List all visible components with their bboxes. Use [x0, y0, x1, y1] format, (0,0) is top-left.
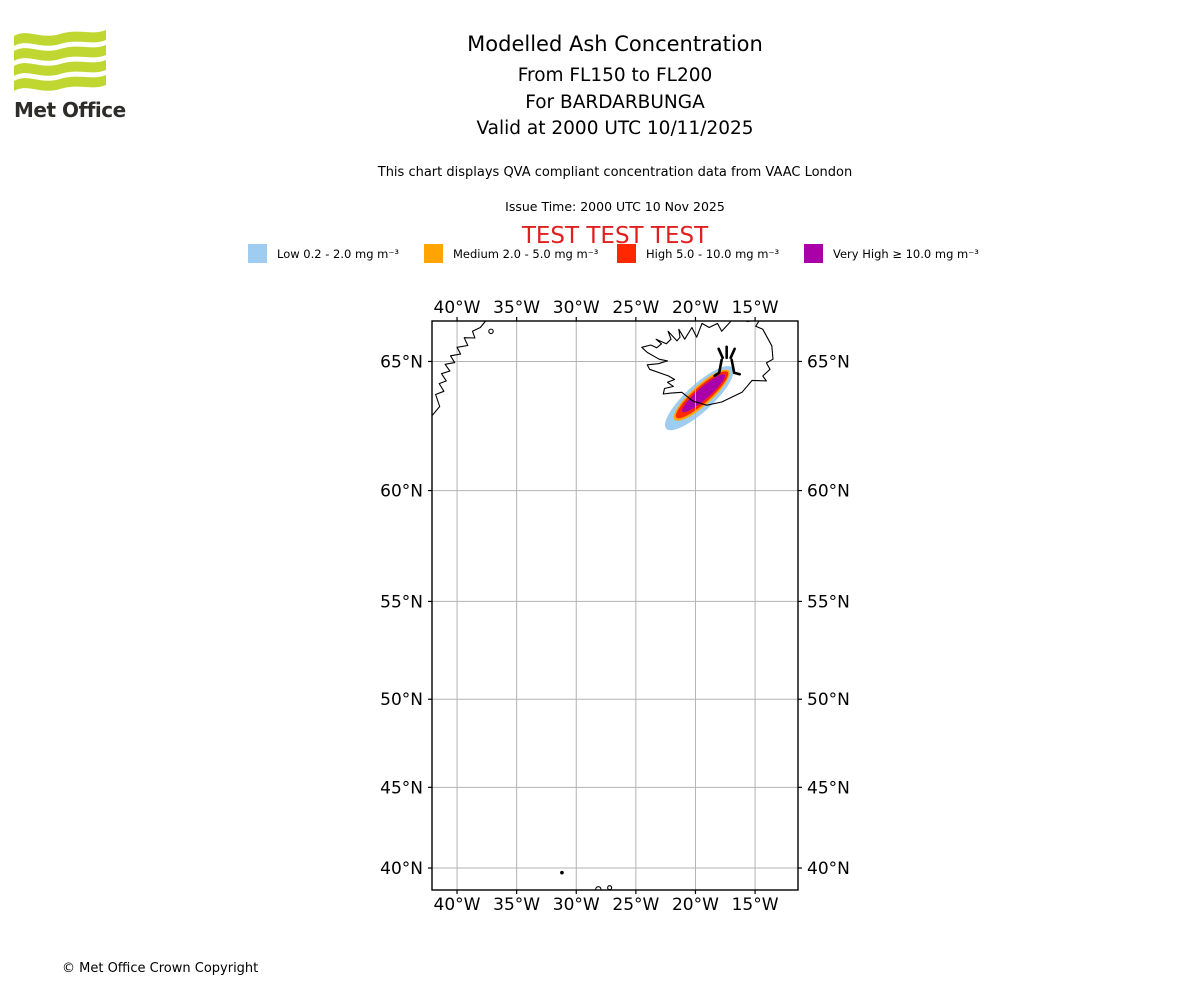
legend-swatch-high-icon — [617, 244, 636, 263]
x-axis-label-top: 25°W — [612, 298, 659, 318]
met-office-logo: Met Office — [14, 26, 134, 122]
y-axis-label-right: 60°N — [807, 482, 850, 502]
y-axis-label-right: 65°N — [807, 352, 850, 372]
y-axis-label-left: 40°N — [380, 859, 423, 879]
met-office-logo-text: Met Office — [14, 98, 126, 122]
issue-time: Issue Time: 2000 UTC 10 Nov 2025 — [505, 198, 725, 214]
subtitle-volcano: For BARDARBUNGA — [525, 91, 705, 113]
y-axis-label-right: 45°N — [807, 778, 850, 798]
chart-header: Modelled Ash Concentration From FL150 to… — [315, 0, 915, 249]
legend-label-high: High 5.0 - 10.0 mg m⁻³ — [646, 246, 780, 261]
azores-island — [595, 886, 602, 890]
x-axis-label-bottom: 20°W — [672, 895, 719, 915]
x-axis-label-bottom: 40°W — [434, 895, 481, 915]
y-axis-label-left: 45°N — [380, 778, 423, 798]
legend-swatch-very-high-icon — [804, 244, 823, 263]
subtitle-flight-levels: From FL150 to FL200 — [517, 65, 713, 86]
y-axis-label-left: 55°N — [380, 592, 423, 612]
x-axis-label-bottom: 25°W — [612, 895, 659, 915]
copyright-notice: © Met Office Crown Copyright — [62, 961, 259, 976]
iceland-coastline — [641, 321, 774, 406]
azores-island — [560, 870, 564, 875]
qva-description: This chart displays QVA compliant concen… — [377, 164, 853, 180]
y-axis-label-left: 65°N — [380, 352, 423, 372]
greenland-coastline — [432, 321, 487, 417]
legend-label-medium: Medium 2.0 - 5.0 mg m⁻³ — [453, 246, 599, 261]
y-axis-label-left: 50°N — [380, 690, 423, 710]
page-title: Modelled Ash Concentration — [467, 32, 763, 56]
y-axis-label-left: 60°N — [380, 482, 423, 502]
subtitle-valid-time: Valid at 2000 UTC 10/11/2025 — [476, 118, 754, 139]
coastline-layer — [432, 321, 774, 890]
x-axis-label-top: 20°W — [672, 298, 719, 318]
legend-swatch-low-icon — [248, 244, 267, 263]
x-axis-label-top: 30°W — [553, 298, 600, 318]
x-axis-label-bottom: 15°W — [732, 895, 779, 915]
legend-swatch-medium-icon — [424, 244, 443, 263]
x-axis-label-bottom: 35°W — [493, 895, 540, 915]
volcano-icon — [713, 345, 741, 378]
greenland-island — [488, 328, 494, 335]
graticule-layer — [432, 321, 798, 890]
legend-item-high: High 5.0 - 10.0 mg m⁻³ — [617, 244, 779, 263]
plume-layer — [665, 366, 734, 431]
y-axis-label-right: 55°N — [807, 592, 850, 612]
map-border — [431, 320, 799, 891]
subtitle-block: From FL150 to FL200 For BARDARBUNGA Vali… — [315, 63, 915, 143]
y-axis-label-right: 40°N — [807, 859, 850, 879]
legend-item-medium: Medium 2.0 - 5.0 mg m⁻³ — [424, 244, 598, 263]
x-axis-label-top: 40°W — [434, 298, 481, 318]
test-banner: TEST TEST TEST — [521, 222, 709, 249]
x-axis-label-top: 15°W — [732, 298, 779, 318]
legend-label-very-high: Very High ≥ 10.0 mg m⁻³ — [833, 246, 979, 261]
x-axis-label-top: 35°W — [493, 298, 540, 318]
legend-label-low: Low 0.2 - 2.0 mg m⁻³ — [277, 246, 400, 261]
y-axis-label-right: 50°N — [807, 690, 850, 710]
plume-band-very-high — [682, 374, 726, 413]
met-office-waves-icon — [14, 30, 106, 91]
legend-item-very-high: Very High ≥ 10.0 mg m⁻³ — [804, 244, 979, 263]
azores-island — [607, 885, 613, 890]
legend-item-low: Low 0.2 - 2.0 mg m⁻³ — [248, 244, 399, 263]
map-frame-layer: 40°W 40°W 35°W 35°W 30°W 30°W 25°W 25°W 20°W 20°W… — [380, 298, 850, 915]
x-axis-label-bottom: 30°W — [553, 895, 600, 915]
